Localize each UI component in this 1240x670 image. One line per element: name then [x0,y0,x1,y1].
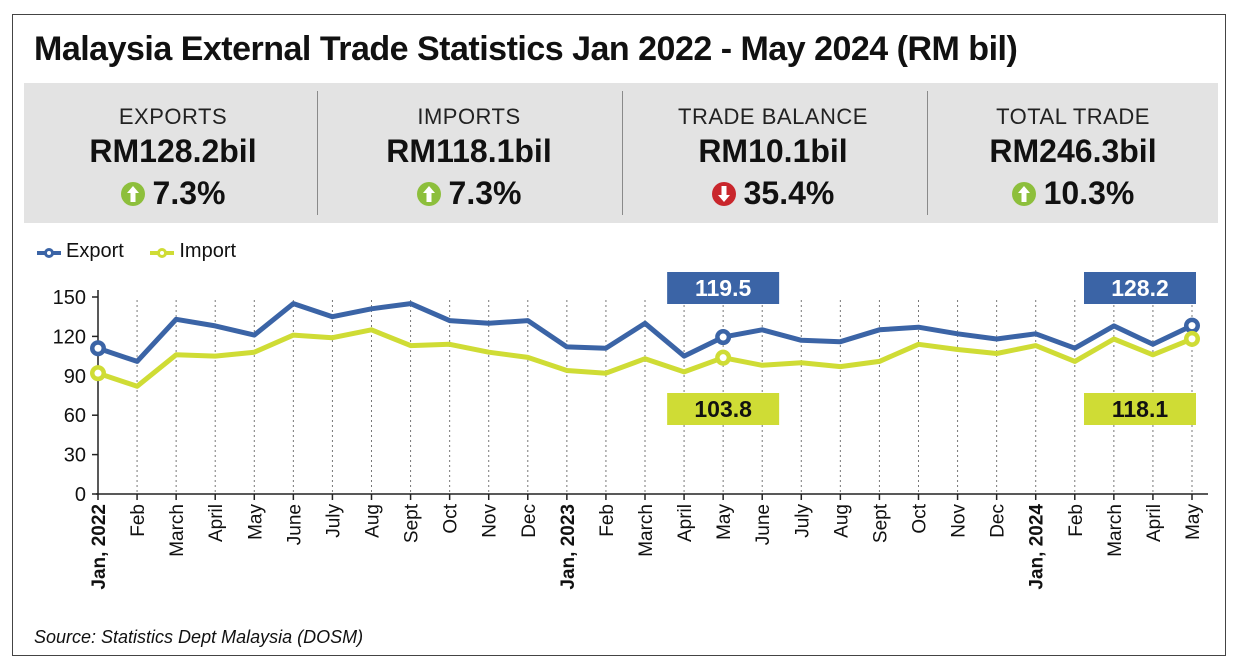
y-tick-label: 60 [64,405,86,427]
divider [927,91,928,215]
callout-box-export [667,272,780,304]
down-arrow-icon [711,182,736,206]
y-tick-label: 120 [53,326,86,348]
callout-box-import [667,393,780,425]
up-arrow-icon [1011,182,1036,206]
y-tick-label: 150 [53,287,86,309]
x-tick-label: Sept [402,503,423,543]
y-tick-label: 90 [64,366,86,388]
x-tick-label: May [245,504,266,540]
x-tick-label: May [1183,504,1204,540]
data-point-center [1188,322,1196,330]
stat-change: 10.3% [924,175,1222,212]
divider [317,91,318,215]
x-tick-label: July [792,504,813,538]
x-tick-label: Jan, 2022 [89,504,110,590]
stat-exports: EXPORTS RM128.2bil 7.3% [24,83,322,223]
callout-label: 128.2 [1111,275,1169,301]
data-point-center [94,369,102,377]
stat-trade-balance: TRADE BALANCE RM10.1bil 35.4% [624,83,922,223]
page-title: Malaysia External Trade Statistics Jan 2… [34,30,1018,68]
series-line-export [97,301,1194,364]
x-tick-label: Sept [870,503,891,543]
stat-change-value: 35.4% [743,175,835,211]
legend-label: Export [66,240,124,262]
x-tick-label: Aug [831,504,852,538]
x-tick-label: March [636,504,657,557]
legend-export: Export [36,240,124,263]
x-tick-label: Jan, 2024 [1027,504,1048,590]
x-tick-label: Nov [949,504,970,538]
stat-value: RM128.2bil [89,133,257,169]
up-arrow-icon [416,182,441,206]
series-line-import [97,327,1193,389]
x-tick-label: Oct [910,503,931,533]
stat-label: IMPORTS [417,104,521,129]
stat-change: 7.3% [320,175,618,212]
x-tick-label: Feb [597,504,618,537]
x-tick-label: March [167,504,188,557]
data-point-center [719,333,727,341]
chart-legend: Export Import [36,240,256,263]
up-arrow-icon [120,182,145,206]
stats-panel: EXPORTS RM128.2bil 7.3% IMPORTS RM118.1b… [24,83,1218,223]
x-tick-label: April [675,504,696,542]
x-tick-label: Nov [480,504,501,538]
data-point-center [1188,335,1196,343]
callout-label: 118.1 [1112,396,1168,422]
x-tick-label: Jan, 2023 [558,504,579,590]
y-tick-label: 0 [75,484,86,506]
x-tick-label: April [206,504,227,542]
x-tick-label: March [1105,504,1126,557]
stat-change: 7.3% [24,175,322,212]
legend-import: Import [149,240,236,263]
stat-imports: IMPORTS RM118.1bil 7.3% [320,83,618,223]
stat-change-value: 7.3% [152,175,226,211]
x-tick-label: Dec [988,504,1009,538]
x-tick-label: June [753,504,774,545]
x-tick-label: June [284,504,305,545]
divider [622,91,623,215]
stat-total-trade: TOTAL TRADE RM246.3bil 10.3% [924,83,1222,223]
stat-change-value: 7.3% [448,175,522,211]
data-point-center [719,354,727,362]
data-point-center [94,344,102,352]
callout-box-export [1084,272,1196,304]
stat-change-value: 10.3% [1043,175,1135,211]
x-tick-label: Aug [363,504,384,538]
stat-value: RM118.1bil [386,133,552,169]
x-tick-label: April [1144,504,1165,542]
legend-label: Import [179,240,237,262]
stat-change: 35.4% [624,175,922,212]
stat-value: RM246.3bil [989,133,1157,169]
stat-label: EXPORTS [118,104,228,129]
x-tick-label: July [323,504,344,538]
stat-label: TRADE BALANCE [678,104,868,129]
x-tick-label: Dec [519,504,540,538]
x-tick-label: May [714,504,735,540]
stat-label: TOTAL TRADE [996,104,1150,129]
callout-label: 119.5 [695,275,751,301]
export-swatch-icon [37,248,61,258]
x-tick-label: Oct [441,503,462,533]
y-tick-label: 30 [64,445,86,467]
stat-value: RM10.1bil [698,133,848,169]
x-tick-label: Feb [128,504,149,537]
x-tick-label: Feb [1066,504,1087,537]
import-swatch-icon [150,248,175,258]
source-note: Source: Statistics Dept Malaysia (DOSM) [34,627,364,647]
callout-box-import [1084,393,1196,425]
callout-label: 103.8 [694,396,752,422]
